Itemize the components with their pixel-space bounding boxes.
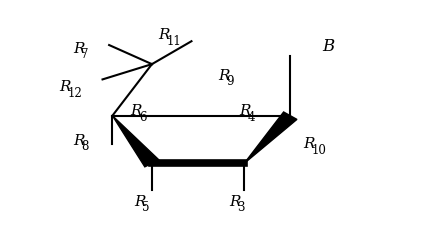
Text: 12: 12 (68, 87, 83, 100)
Text: R: R (239, 104, 251, 118)
Polygon shape (112, 116, 159, 167)
Text: 7: 7 (81, 48, 89, 62)
Text: 10: 10 (312, 144, 326, 157)
Text: R: R (134, 195, 145, 209)
Text: R: R (60, 80, 71, 94)
Text: 5: 5 (142, 201, 150, 214)
Text: 6: 6 (139, 111, 146, 124)
Text: R: R (303, 137, 315, 151)
Text: 11: 11 (167, 35, 181, 48)
Text: R: R (73, 133, 85, 148)
Text: R: R (159, 29, 170, 42)
Text: R: R (73, 42, 85, 56)
Text: 4: 4 (247, 111, 255, 124)
Polygon shape (244, 112, 297, 163)
Text: 9: 9 (226, 75, 234, 88)
Text: 8: 8 (81, 140, 88, 153)
Text: R: R (218, 69, 230, 83)
Text: R: R (230, 195, 241, 209)
Text: 3: 3 (238, 201, 245, 214)
Text: B: B (322, 38, 334, 56)
Text: R: R (130, 104, 142, 118)
